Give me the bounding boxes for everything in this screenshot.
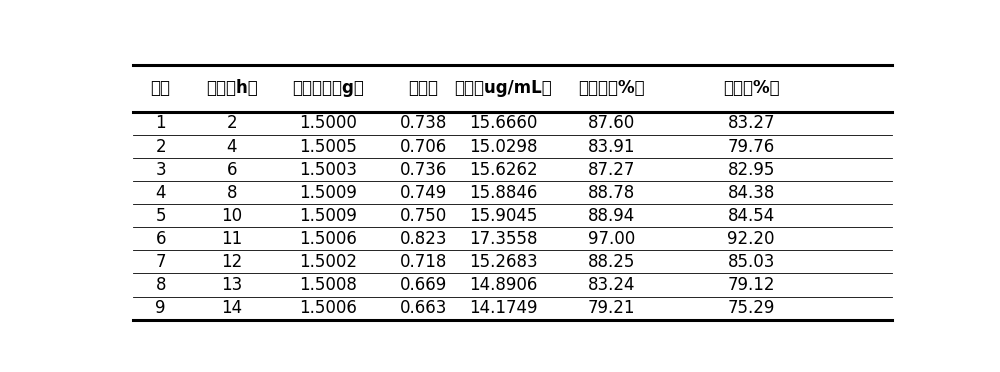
Text: 15.0298: 15.0298 <box>469 138 537 155</box>
Text: 15.6262: 15.6262 <box>469 161 538 179</box>
Text: 85.03: 85.03 <box>728 253 775 271</box>
Text: 14: 14 <box>221 299 243 317</box>
Text: 1.5009: 1.5009 <box>299 207 357 225</box>
Text: 1.5006: 1.5006 <box>299 299 357 317</box>
Text: 83.24: 83.24 <box>588 276 635 294</box>
Text: 5: 5 <box>155 207 166 225</box>
Text: 12: 12 <box>221 253 243 271</box>
Text: 7: 7 <box>155 253 166 271</box>
Text: 0.718: 0.718 <box>400 253 447 271</box>
Text: 0.663: 0.663 <box>400 299 447 317</box>
Text: 2: 2 <box>155 138 166 155</box>
Text: 75.29: 75.29 <box>728 299 775 317</box>
Text: 87.60: 87.60 <box>588 115 635 132</box>
Text: 82.95: 82.95 <box>728 161 775 179</box>
Text: 纯度（%）: 纯度（%） <box>723 79 780 97</box>
Text: 83.91: 83.91 <box>588 138 635 155</box>
Text: 3: 3 <box>155 161 166 179</box>
Text: 1.5000: 1.5000 <box>299 115 357 132</box>
Text: 87.27: 87.27 <box>588 161 635 179</box>
Text: 83.27: 83.27 <box>727 115 775 132</box>
Text: 15.2683: 15.2683 <box>469 253 538 271</box>
Text: 15.8846: 15.8846 <box>469 184 537 202</box>
Text: 14.8906: 14.8906 <box>469 276 537 294</box>
Text: 0.823: 0.823 <box>400 230 447 248</box>
Text: 时间（h）: 时间（h） <box>206 79 258 97</box>
Text: 1.5003: 1.5003 <box>299 161 357 179</box>
Text: 1.5006: 1.5006 <box>299 230 357 248</box>
Text: 88.94: 88.94 <box>588 207 635 225</box>
Text: 15.9045: 15.9045 <box>469 207 537 225</box>
Text: 1.5005: 1.5005 <box>299 138 357 155</box>
Text: 0.738: 0.738 <box>400 115 447 132</box>
Text: 绿原酸量（g）: 绿原酸量（g） <box>292 79 364 97</box>
Text: 浓度（ug/mL）: 浓度（ug/mL） <box>454 79 552 97</box>
Text: 11: 11 <box>221 230 243 248</box>
Text: 15.6660: 15.6660 <box>469 115 537 132</box>
Text: 1.5008: 1.5008 <box>299 276 357 294</box>
Text: 97.00: 97.00 <box>588 230 635 248</box>
Text: 0.706: 0.706 <box>400 138 447 155</box>
Text: 79.76: 79.76 <box>728 138 775 155</box>
Text: 6: 6 <box>227 161 237 179</box>
Text: 92.20: 92.20 <box>727 230 775 248</box>
Text: 1.5009: 1.5009 <box>299 184 357 202</box>
Text: 13: 13 <box>221 276 243 294</box>
Text: 14.1749: 14.1749 <box>469 299 537 317</box>
Text: 10: 10 <box>221 207 243 225</box>
Text: 88.78: 88.78 <box>588 184 635 202</box>
Text: 1.5002: 1.5002 <box>299 253 357 271</box>
Text: 吸光度: 吸光度 <box>408 79 438 97</box>
Text: 79.21: 79.21 <box>588 299 635 317</box>
Text: 4: 4 <box>155 184 166 202</box>
Text: 8: 8 <box>155 276 166 294</box>
Text: 2: 2 <box>227 115 237 132</box>
Text: 84.38: 84.38 <box>728 184 775 202</box>
Text: 6: 6 <box>155 230 166 248</box>
Text: 88.25: 88.25 <box>588 253 635 271</box>
Text: 8: 8 <box>227 184 237 202</box>
Text: 4: 4 <box>227 138 237 155</box>
Text: 0.750: 0.750 <box>400 207 447 225</box>
Text: 编号: 编号 <box>151 79 171 97</box>
Text: 0.669: 0.669 <box>400 276 447 294</box>
Text: 17.3558: 17.3558 <box>469 230 537 248</box>
Text: 1: 1 <box>155 115 166 132</box>
Text: 0.749: 0.749 <box>400 184 447 202</box>
Text: 提取率（%）: 提取率（%） <box>578 79 645 97</box>
Text: 79.12: 79.12 <box>727 276 775 294</box>
Text: 9: 9 <box>155 299 166 317</box>
Text: 0.736: 0.736 <box>400 161 447 179</box>
Text: 84.54: 84.54 <box>728 207 775 225</box>
